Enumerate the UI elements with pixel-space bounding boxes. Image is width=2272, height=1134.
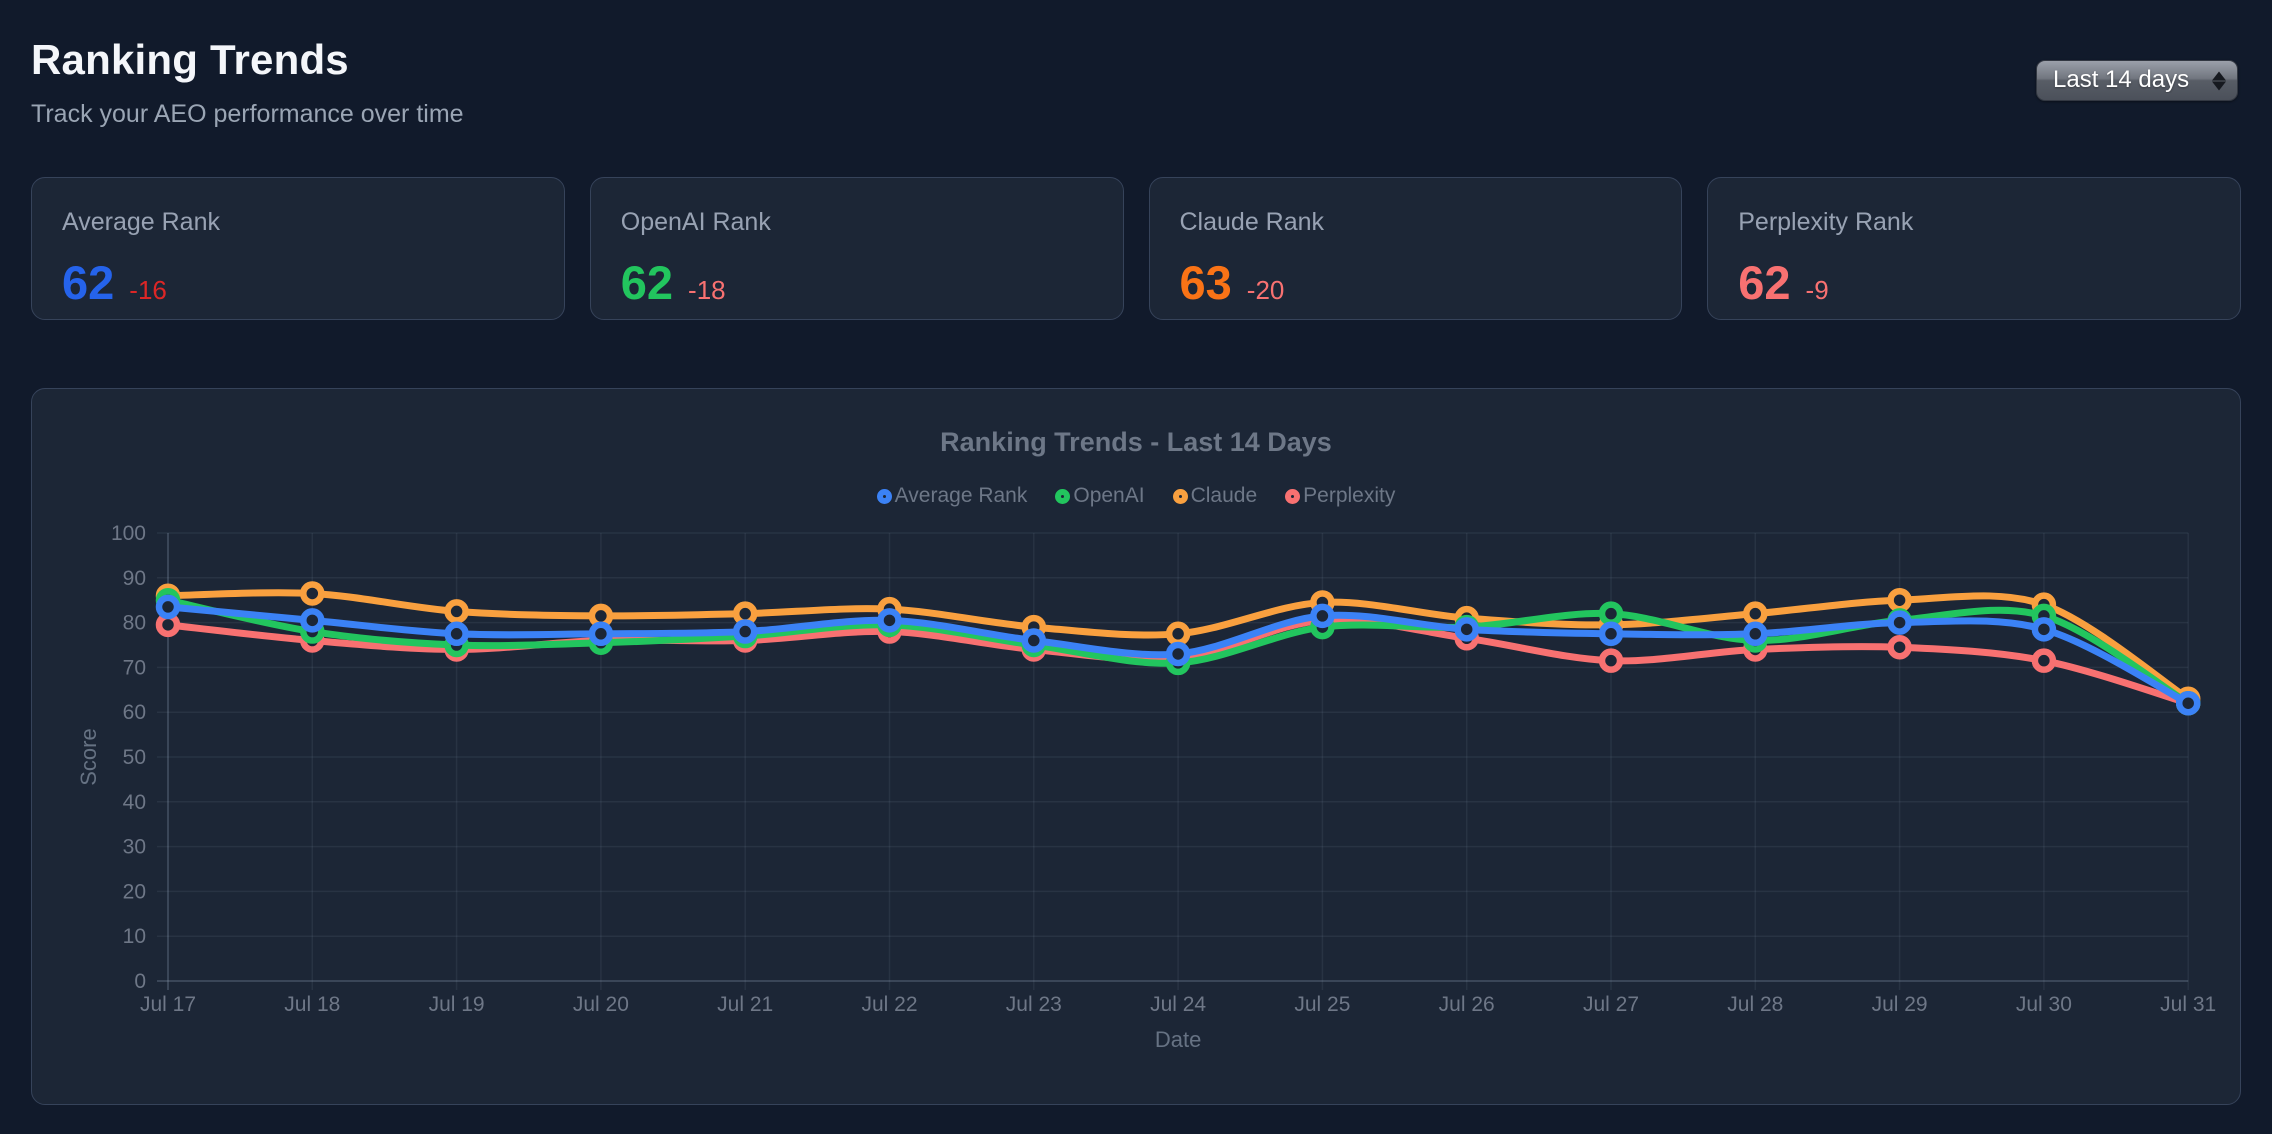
stat-card-claude-rank: Claude Rank 63 -20 [1148, 177, 1683, 320]
chart-title: Ranking Trends - Last 14 Days [940, 427, 1332, 457]
svg-text:Jul 23: Jul 23 [1006, 993, 1062, 1016]
svg-text:Jul 29: Jul 29 [1872, 993, 1928, 1016]
stat-card-perplexity-rank: Perplexity Rank 62 -9 [1707, 177, 2241, 320]
legend-label: Claude [1190, 484, 1258, 507]
svg-text:30: 30 [123, 836, 146, 859]
stat-card-label: Perplexity Rank [1738, 208, 1914, 236]
page-title: Ranking Trends [31, 36, 349, 83]
stat-card-delta: -9 [1805, 275, 1829, 305]
svg-text:Jul 26: Jul 26 [1439, 993, 1495, 1016]
svg-text:Jul 21: Jul 21 [717, 993, 773, 1016]
svg-text:Jul 18: Jul 18 [284, 993, 340, 1016]
svg-text:Jul 25: Jul 25 [1294, 993, 1350, 1016]
svg-text:Jul 19: Jul 19 [429, 993, 485, 1016]
legend-point-icon [1285, 488, 1301, 504]
svg-text:Date: Date [1155, 1027, 1201, 1052]
legend-item-perplexity[interactable]: Perplexity [1285, 484, 1395, 508]
svg-text:Jul 17: Jul 17 [140, 993, 196, 1016]
svg-text:Jul 31: Jul 31 [2160, 993, 2216, 1016]
line-chart: 0 10 20 30 40 50 60 70 80 90 100 Jul 17 Jul 18 Jul 19… [76, 522, 2216, 1052]
stat-card-label: OpenAI Rank [620, 208, 771, 236]
svg-text:Jul 24: Jul 24 [1150, 993, 1206, 1016]
svg-text:60: 60 [123, 701, 146, 724]
svg-text:70: 70 [123, 656, 146, 679]
legend-item-openai[interactable]: OpenAI [1055, 484, 1145, 508]
date-range-select-wrap: Last 14 days [2036, 60, 2238, 101]
page-header: Ranking Trends Track your AEO performanc… [31, 24, 2241, 142]
svg-text:90: 90 [123, 567, 146, 590]
stat-card-label: Average Rank [62, 208, 220, 236]
svg-text:80: 80 [123, 612, 146, 635]
page-subtitle: Track your AEO performance over time [31, 100, 464, 128]
stat-cards-row: Average Rank 62 -16 OpenAI Rank 62 -18 C… [31, 177, 2241, 320]
svg-text:Score: Score [76, 728, 101, 785]
svg-text:20: 20 [123, 880, 146, 903]
legend-point-icon [1055, 488, 1071, 504]
svg-text:40: 40 [123, 791, 146, 814]
stat-card-openai-rank: OpenAI Rank 62 -18 [589, 177, 1124, 320]
svg-text:10: 10 [123, 925, 146, 948]
legend-label: Perplexity [1303, 484, 1396, 507]
stat-card-value: 62 [62, 256, 115, 309]
stat-card-delta: -18 [688, 275, 726, 305]
svg-text:Jul 28: Jul 28 [1727, 993, 1783, 1016]
date-range-select[interactable]: Last 14 days [2036, 60, 2238, 101]
svg-text:Jul 22: Jul 22 [861, 993, 917, 1016]
stat-card-label: Claude Rank [1179, 208, 1325, 236]
legend-item-average-rank[interactable]: Average Rank [876, 484, 1028, 508]
legend-label: OpenAI [1073, 484, 1145, 507]
svg-text:50: 50 [123, 746, 146, 769]
ranking-trends-chart-panel: Ranking Trends - Last 14 Days Average Ra… [31, 388, 2241, 1105]
stat-card-value: 63 [1179, 256, 1232, 309]
svg-text:100: 100 [111, 522, 146, 545]
legend-item-claude[interactable]: Claude [1172, 484, 1258, 508]
stat-card-value: 62 [1738, 256, 1791, 309]
stat-card-value: 62 [620, 256, 674, 309]
legend-point-icon [876, 488, 892, 504]
legend-point-icon [1172, 488, 1188, 504]
chart-legend: Average Rank OpenAI Claude Perplexity [32, 484, 2240, 508]
stat-card-delta: -16 [129, 275, 167, 305]
svg-text:Jul 20: Jul 20 [573, 993, 629, 1016]
legend-label: Average Rank [894, 484, 1028, 507]
stat-card-delta: -20 [1246, 275, 1285, 305]
svg-text:Jul 30: Jul 30 [2016, 993, 2072, 1016]
svg-text:Jul 27: Jul 27 [1583, 993, 1639, 1016]
svg-text:0: 0 [134, 970, 146, 993]
ranking-trends-page: Ranking Trends Track your AEO performanc… [31, 24, 2241, 1105]
stat-card-average-rank: Average Rank 62 -16 [31, 177, 565, 320]
